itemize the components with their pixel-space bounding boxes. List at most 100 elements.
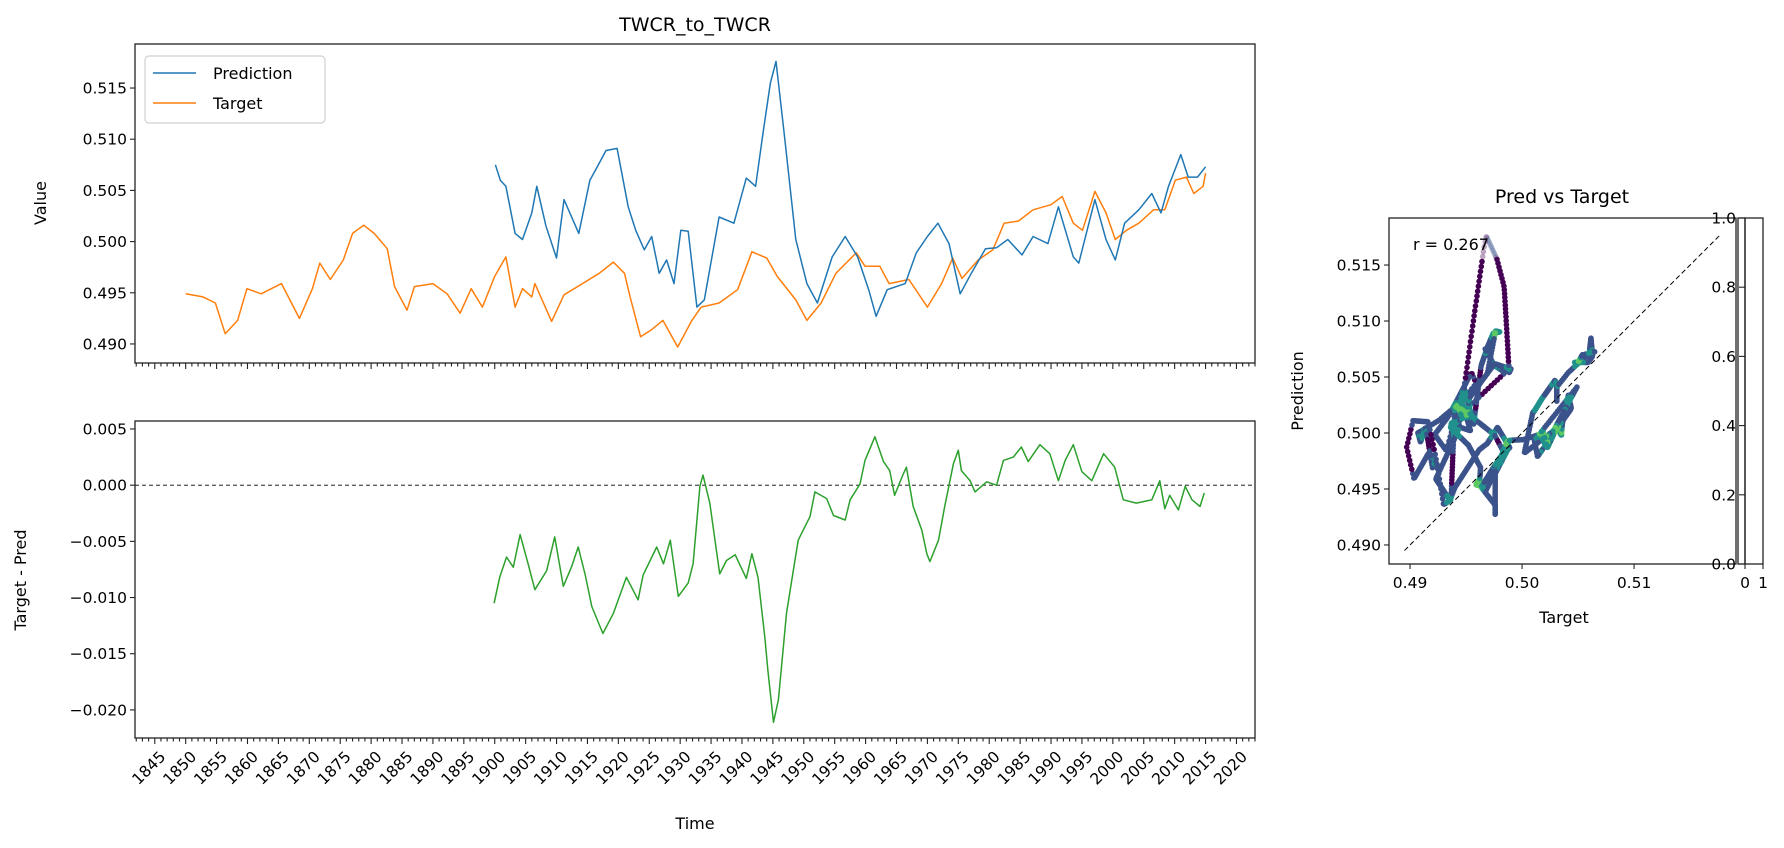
colorbar-ytick-label: 0.0 <box>1711 556 1736 574</box>
scatter-point <box>1477 268 1484 275</box>
bottom-xtick-label: 1975 <box>932 748 973 789</box>
bottom-xtick-label: 1950 <box>778 748 819 789</box>
bottom-xtick-label: 1970 <box>901 748 942 789</box>
scatter-point <box>1468 333 1474 340</box>
scatter-point <box>1486 239 1492 245</box>
bottom-xtick-label: 1845 <box>129 748 170 789</box>
scatter-point <box>1458 406 1464 412</box>
legend: Prediction Target <box>144 55 326 124</box>
scatter-point <box>1467 338 1474 345</box>
scatter-point <box>1493 254 1499 261</box>
scatter-point <box>1472 308 1478 314</box>
scatter-point <box>1411 475 1417 481</box>
bottom-xtick-label: 1900 <box>469 748 510 789</box>
scatter-point <box>1479 258 1485 265</box>
bottom-xtick-label: 1910 <box>530 748 571 789</box>
scatter-point <box>1469 323 1476 329</box>
colorbar-ytick-label: 1.0 <box>1711 210 1736 228</box>
scatter-point <box>1433 456 1439 463</box>
scatter-point <box>1434 461 1440 468</box>
scatter-point <box>1406 435 1412 442</box>
scatter-point <box>1474 288 1481 295</box>
scatter-point <box>1462 375 1469 381</box>
bottom-xtick-label: 2005 <box>1118 748 1159 789</box>
scatter-points <box>1403 234 1598 518</box>
scatter-point <box>1480 248 1487 255</box>
correlation-annotation: r = 0.267 <box>1413 235 1489 254</box>
pred-vs-target-scatter: 0.490 0.495 0.500 0.505 0.510 0.515 0.49 0.50 0.… <box>1337 217 1737 592</box>
scatter-point <box>1489 245 1495 252</box>
scatter-point <box>1409 422 1415 428</box>
bottom-xtick-label: 1890 <box>407 748 448 789</box>
colorbar-strip <box>1737 217 1746 565</box>
top-ytick-label: 0.515 <box>83 80 127 98</box>
scatter-point <box>1432 451 1438 458</box>
scatter-point <box>1505 350 1511 356</box>
bottom-xtick-label: 1920 <box>592 748 633 789</box>
bottom-xtick-label: 1995 <box>1056 748 1097 789</box>
scatter-ytick-label: 0.495 <box>1337 480 1381 498</box>
scatter-point <box>1427 426 1433 433</box>
scatter-point <box>1429 436 1435 443</box>
scatter-ytick-label: 0.500 <box>1337 424 1381 442</box>
colorbar-ytick-label: 0.4 <box>1711 417 1736 435</box>
scatter-point <box>1504 334 1510 340</box>
scatter-ytick-label: 0.515 <box>1337 257 1381 275</box>
scatter-point <box>1459 401 1465 407</box>
scatter-point <box>1475 283 1482 290</box>
scatter-point <box>1409 466 1415 473</box>
colorbar-frame <box>1744 217 1764 565</box>
bottom-ytick-label: −0.020 <box>70 701 127 719</box>
bottom-xtick-label: 1955 <box>809 748 850 789</box>
scatter-point <box>1431 446 1437 453</box>
target-line <box>185 172 1207 348</box>
bottom-xtick-label: 1870 <box>283 748 324 789</box>
legend-prediction-label: Prediction <box>213 64 292 83</box>
colorbar-ytick-label: 0.6 <box>1711 348 1736 366</box>
bottom-xtick-label: 2015 <box>1179 748 1220 789</box>
scatter-point <box>1483 234 1489 240</box>
top-ytick-label: 0.505 <box>83 182 127 200</box>
scatter-ytick-label: 0.510 <box>1337 313 1381 331</box>
top-plot-frame <box>134 43 1256 364</box>
bottom-plot-frame <box>134 420 1256 739</box>
scatter-point <box>1464 364 1470 371</box>
scatter-point <box>1488 243 1494 250</box>
top-y-axis-label: Value <box>31 181 50 225</box>
scatter-point <box>1470 318 1477 324</box>
bottom-xtick-label: 1875 <box>314 748 355 789</box>
bottom-xtick-label: 2020 <box>1210 748 1251 789</box>
scatter-ytick-label: 0.490 <box>1337 536 1381 554</box>
colorbar-ytick-label: 0.8 <box>1711 279 1736 297</box>
scatter-point <box>1471 313 1477 319</box>
scatter-point <box>1484 234 1490 241</box>
top-ytick-label: 0.490 <box>83 335 127 353</box>
scatter-point <box>1461 385 1467 392</box>
scatter-point <box>1479 253 1486 260</box>
scatter-point <box>1503 322 1510 328</box>
bottom-xtick-label: 1895 <box>438 748 479 789</box>
scatter-point <box>1439 495 1446 502</box>
bottom-xtick-label: 1945 <box>747 748 788 789</box>
colorbar-axes: 0.0 0.2 0.4 0.6 0.8 1.0 0 1 <box>1711 210 1768 593</box>
bottom-xtick-label: 1925 <box>623 748 664 789</box>
scatter-point <box>1469 328 1475 335</box>
scatter-xtick-label: 0.51 <box>1617 574 1652 592</box>
colorbar-ytick-label: 0.2 <box>1711 486 1736 504</box>
scatter-point <box>1428 431 1434 438</box>
scatter-point <box>1407 431 1413 437</box>
bottom-xtick-label: 1885 <box>376 748 417 789</box>
scatter-point <box>1473 298 1480 304</box>
scatter-point <box>1462 380 1468 386</box>
scatter-point <box>1477 273 1483 280</box>
residual-line <box>493 436 1206 724</box>
scatter-point <box>1466 349 1472 355</box>
scatter-point <box>1485 237 1491 243</box>
scatter-point <box>1474 293 1480 299</box>
scatter-point <box>1410 470 1416 477</box>
scatter-xtick-label: 0.49 <box>1393 574 1428 592</box>
bottom-xtick-label: 1980 <box>963 748 1004 789</box>
scatter-point <box>1591 349 1598 355</box>
bottom-ytick-label: 0.005 <box>83 420 127 438</box>
